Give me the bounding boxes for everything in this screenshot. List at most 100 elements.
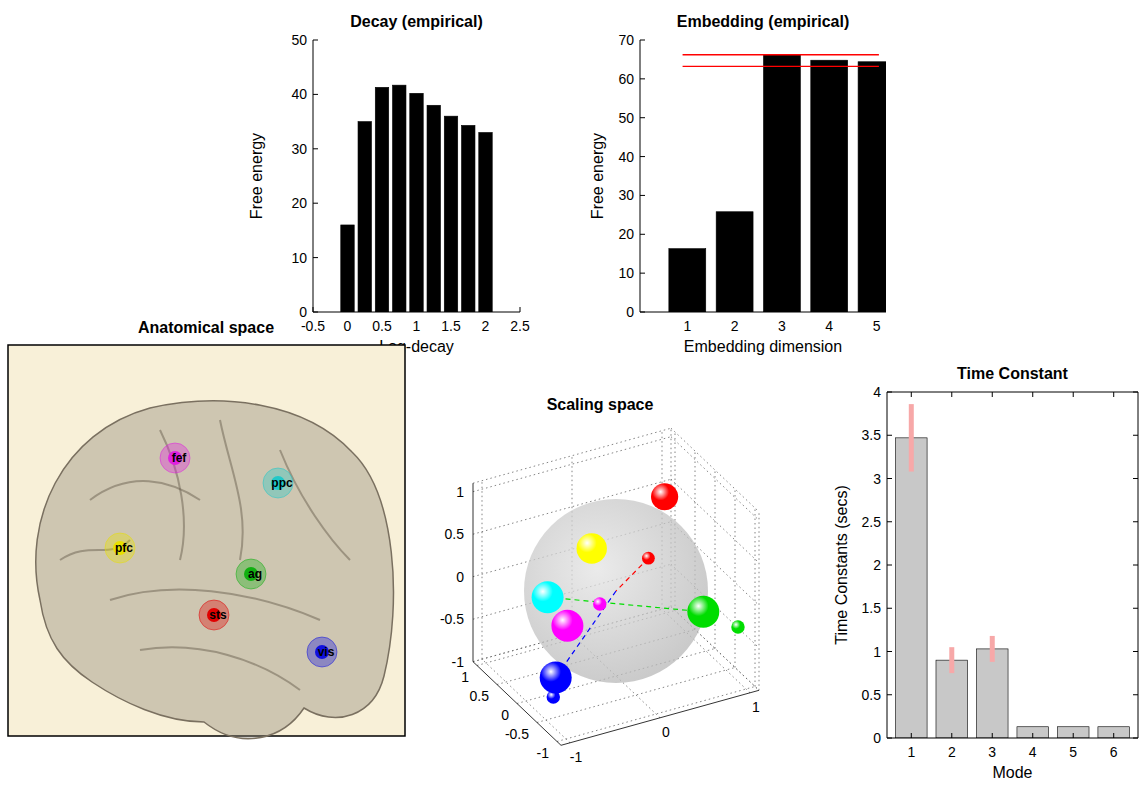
bar bbox=[462, 125, 475, 312]
y-tick bbox=[313, 148, 318, 149]
unit-sphere bbox=[524, 499, 708, 683]
y-tick-label: 0 bbox=[873, 730, 881, 746]
title: Embedding (empirical) bbox=[677, 13, 849, 30]
y-tick bbox=[640, 273, 645, 274]
x-tick bbox=[1113, 392, 1114, 397]
y-tick bbox=[1133, 738, 1138, 739]
y-tick bbox=[887, 608, 892, 609]
grid-line bbox=[755, 508, 756, 687]
bar bbox=[444, 116, 457, 312]
y-tick bbox=[313, 257, 318, 258]
point bbox=[577, 533, 607, 563]
y-tick bbox=[887, 435, 892, 436]
x-tick-label: 0 bbox=[344, 318, 352, 334]
y-tick-label: 50 bbox=[291, 32, 307, 48]
y-tick bbox=[887, 694, 892, 695]
z-tick-label: 1 bbox=[456, 484, 464, 500]
region-halo bbox=[307, 637, 337, 667]
y-axis-title: Free energy bbox=[248, 133, 265, 219]
z-tick-label: -1 bbox=[452, 654, 465, 670]
x-axis-title: Mode bbox=[992, 764, 1032, 781]
y-tick-label: 10 bbox=[618, 265, 634, 281]
y-tick-label: 40 bbox=[618, 149, 634, 165]
x-tick-label: 3 bbox=[988, 744, 996, 760]
x-axis bbox=[887, 738, 1138, 739]
y-axis-title: Time Constants (secs) bbox=[833, 485, 850, 644]
x-tick bbox=[313, 307, 314, 312]
x-tick-label: 5 bbox=[1069, 744, 1077, 760]
x-tick bbox=[451, 307, 452, 312]
y-tick bbox=[640, 195, 645, 196]
bar-panel: 01020304050607012345Embedding (empirical… bbox=[589, 13, 895, 355]
region-halo bbox=[236, 559, 266, 589]
anatomical-panel: Anatomical spacefefppcpfcagstsvis bbox=[8, 319, 405, 739]
y-tick bbox=[313, 94, 318, 95]
title: Time Constant bbox=[957, 365, 1069, 382]
region-label: sts bbox=[209, 608, 227, 622]
y-tick bbox=[640, 234, 645, 235]
x-tick-label: -0.5 bbox=[301, 318, 325, 334]
x-tick bbox=[951, 733, 952, 738]
x-tick bbox=[911, 733, 912, 738]
frame-edge bbox=[671, 428, 759, 512]
y-tick-label: 1.5 bbox=[862, 600, 882, 616]
x-tick-label: 1 bbox=[907, 744, 915, 760]
x-tick bbox=[1073, 733, 1074, 738]
region-halo bbox=[263, 468, 293, 498]
y-tick-label: 70 bbox=[618, 32, 634, 48]
marks bbox=[341, 85, 492, 312]
y-tick-label: 1 bbox=[752, 699, 760, 715]
x-tick bbox=[781, 307, 782, 312]
x-tick-label: 3 bbox=[778, 318, 786, 334]
x-tick bbox=[876, 307, 877, 312]
bar bbox=[479, 132, 492, 312]
title: Decay (empirical) bbox=[350, 13, 483, 30]
y-tick-label: 60 bbox=[618, 71, 634, 87]
region-label: fef bbox=[172, 451, 188, 465]
y-tick bbox=[1133, 521, 1138, 522]
x-tick-label: 5 bbox=[873, 318, 881, 334]
y-axis bbox=[313, 40, 314, 312]
x-axis-title: Embedding dimension bbox=[684, 338, 842, 355]
error-bar bbox=[909, 404, 914, 471]
y-tick bbox=[1133, 608, 1138, 609]
x-tick-label: 1.5 bbox=[441, 318, 461, 334]
y-tick bbox=[887, 392, 892, 393]
x-tick-label: 1 bbox=[683, 318, 691, 334]
bar bbox=[763, 55, 800, 312]
y-tick-label: -1 bbox=[570, 749, 583, 765]
dashed-line bbox=[616, 558, 648, 591]
y-axis bbox=[561, 690, 759, 745]
point bbox=[731, 620, 744, 633]
y-axis-title: Free energy bbox=[589, 133, 606, 219]
brain bbox=[36, 401, 394, 739]
y-tick-label: 0 bbox=[626, 304, 634, 320]
point bbox=[532, 581, 564, 613]
y-tick bbox=[640, 312, 645, 313]
y-tick bbox=[1133, 694, 1138, 695]
y-tick-label: 20 bbox=[291, 195, 307, 211]
y-tick-label: 0.5 bbox=[862, 687, 882, 703]
y-tick-label: 0 bbox=[662, 724, 670, 740]
bar bbox=[375, 87, 388, 312]
y-tick bbox=[1133, 478, 1138, 479]
dashed-line bbox=[548, 597, 704, 612]
y-tick-label: 1 bbox=[873, 644, 881, 660]
region-halo bbox=[199, 600, 229, 630]
point bbox=[642, 552, 655, 565]
frame-top bbox=[887, 392, 1138, 393]
bar bbox=[358, 122, 371, 312]
y-tick bbox=[1133, 565, 1138, 566]
x-tick bbox=[951, 392, 952, 397]
y-tick bbox=[887, 478, 892, 479]
z-axis bbox=[473, 483, 474, 662]
point bbox=[687, 596, 719, 628]
x-tick-label: 0.5 bbox=[372, 318, 392, 334]
x-tick-label: 0.5 bbox=[470, 688, 490, 704]
y-tick bbox=[313, 203, 318, 204]
y-tick-label: 30 bbox=[618, 187, 634, 203]
y-tick-label: 10 bbox=[291, 250, 307, 266]
region-label: ag bbox=[248, 567, 262, 581]
x-tick bbox=[1032, 392, 1033, 397]
x-tick bbox=[992, 392, 993, 397]
